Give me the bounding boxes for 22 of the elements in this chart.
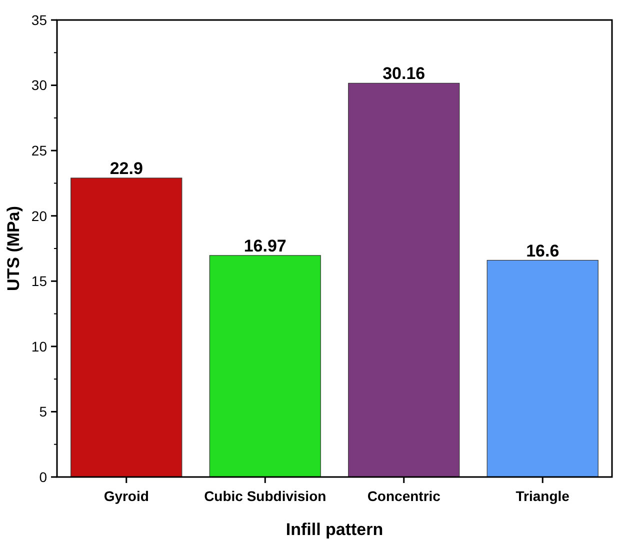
data-label: 16.97 bbox=[244, 236, 286, 256]
x-tick-label: Gyroid bbox=[104, 488, 149, 504]
y-tick-label: 20 bbox=[31, 208, 48, 224]
y-tick-label: 35 bbox=[31, 12, 48, 28]
y-axis-title: UTS (MPa) bbox=[4, 206, 23, 291]
data-label: 30.16 bbox=[382, 64, 426, 84]
bar bbox=[70, 178, 182, 478]
bar bbox=[209, 255, 321, 478]
x-tick-label: Cubic Subdivision bbox=[204, 488, 326, 504]
bar bbox=[486, 260, 598, 478]
x-axis-title: Infill pattern bbox=[286, 520, 384, 539]
x-tick-label: Concentric bbox=[367, 488, 441, 504]
y-tick-label: 30 bbox=[31, 77, 48, 94]
data-label: 16.6 bbox=[526, 241, 560, 260]
y-tick-label: 0 bbox=[39, 468, 48, 485]
y-tick-label: 10 bbox=[31, 338, 48, 354]
bar bbox=[348, 82, 460, 478]
y-tick-label: 5 bbox=[39, 404, 48, 420]
y-tick-label: 15 bbox=[31, 273, 48, 290]
x-tick-label: Triangle bbox=[516, 488, 570, 504]
y-tick-label: 25 bbox=[31, 142, 48, 158]
data-label: 22.9 bbox=[110, 158, 143, 178]
